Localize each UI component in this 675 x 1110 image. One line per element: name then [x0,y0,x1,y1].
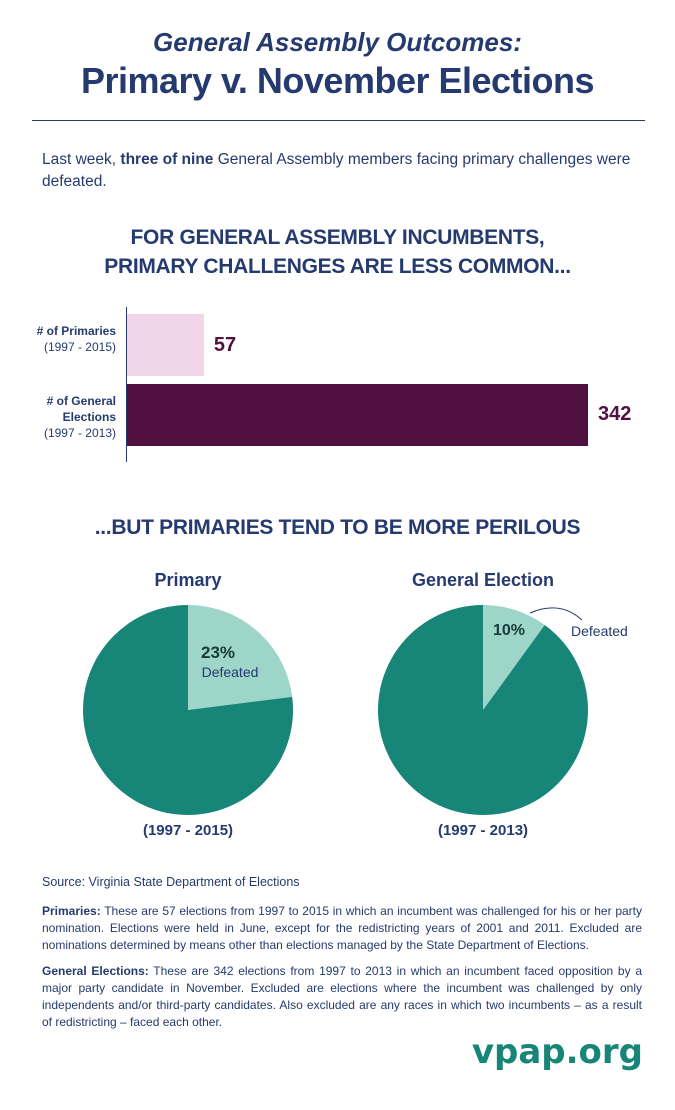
source: Source: Virginia State Department of Ele… [42,875,300,889]
note-label: General Elections: [42,964,149,978]
bar-value-primaries: 57 [213,334,237,356]
heading1-line2: PRIMARY CHALLENGES ARE LESS COMMON... [104,255,571,278]
heading2: ...BUT PRIMARIES TEND TO BE MORE PERILOU… [94,516,581,539]
note-general: General Elections: These are 342 electio… [42,963,642,1031]
pie1-title: Primary [154,570,222,590]
pie1-defeated: Defeated [201,664,259,680]
bar-label-range: (1997 - 2013) [43,426,116,440]
title-line2: Primary v. November Elections [80,60,595,101]
bar-value-general: 342 [598,403,632,425]
intro-bold: three of nine [120,151,214,168]
pie2-defeated: Defeated [571,623,628,639]
intro-post: General Assembly members facing primary … [42,151,631,190]
bar-chart: # of Primaries (1997 - 2015) # of General… [0,281,675,462]
bar-label-primaries: # of Primaries (1997 - 2015) [20,323,116,355]
note-text: These are 57 elections from 1997 to 2015… [42,904,642,952]
note-label: Primaries: [42,904,101,918]
bar-label-text: # of Primaries [36,324,116,338]
bar-label-general: # of General Elections (1997 - 2013) [20,393,116,441]
title-line1: General Assembly Outcomes: [153,27,522,57]
divider [32,120,645,121]
intro-text: Last week, three of nine General Assembl… [42,149,642,193]
bar-general [127,384,588,446]
heading1: FOR GENERAL ASSEMBLY INCUMBENTS, PRIMARY … [0,223,675,281]
heading1-line1: FOR GENERAL ASSEMBLY INCUMBENTS, [130,226,545,249]
defeated-callout-line [529,607,583,621]
note-primaries: Primaries: These are 57 elections from 1… [42,903,642,954]
pie2 [378,605,589,815]
pie-slice-defeated [483,605,545,710]
infographic: General Assembly Outcomes: Primary v. No… [0,27,675,1072]
pie-slice-other [378,605,589,815]
pie-slice-defeated [188,605,293,710]
pie2-title: General Election [411,570,555,590]
bar-axis [126,307,127,462]
bar-label-text: # of General Elections [46,394,116,424]
pie2-pct: 10% [492,622,526,639]
pie2-range: (1997 - 2013) [437,822,529,839]
note-text: These are 342 elections from 1997 to 201… [42,964,642,1029]
vpap-logo[interactable]: vpap.org [471,1032,643,1072]
pie-charts [83,605,589,815]
pie1-pct: 23% [200,643,236,662]
pie1-range: (1997 - 2015) [142,822,234,839]
pie-slice-other [83,605,294,815]
bar-label-range: (1997 - 2015) [43,340,116,354]
intro-pre: Last week, [42,151,121,168]
bar-primaries [127,314,204,376]
pie1 [83,605,294,815]
pie-section: Primary General Election 23% Defeated 10… [0,542,675,844]
